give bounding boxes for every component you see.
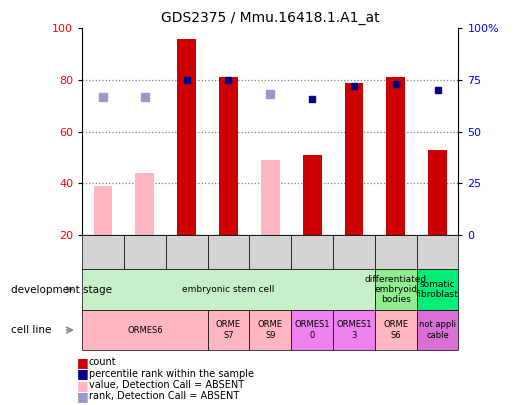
Text: differentiated
embryoid
bodies: differentiated embryoid bodies: [365, 275, 427, 305]
Text: embryonic stem cell: embryonic stem cell: [182, 285, 275, 294]
Text: ORMES1
0: ORMES1 0: [294, 320, 330, 340]
Text: ORMES1
3: ORMES1 3: [336, 320, 372, 340]
Bar: [303, 155, 322, 235]
Bar: [386, 77, 405, 235]
Text: somatic
fibroblast: somatic fibroblast: [416, 280, 459, 299]
Bar: [428, 150, 447, 235]
Text: ORMES6: ORMES6: [127, 326, 163, 335]
Text: ■: ■: [77, 356, 89, 369]
Text: ORME
S7: ORME S7: [216, 320, 241, 340]
Bar: [261, 160, 280, 235]
Bar: [344, 83, 364, 235]
Text: value, Detection Call = ABSENT: value, Detection Call = ABSENT: [89, 380, 244, 390]
Bar: [177, 38, 196, 235]
Text: rank, Detection Call = ABSENT: rank, Detection Call = ABSENT: [89, 392, 238, 401]
Text: ORME
S9: ORME S9: [258, 320, 283, 340]
Bar: [136, 173, 154, 235]
Text: not appli
cable: not appli cable: [419, 320, 456, 340]
Bar: [219, 77, 238, 235]
Text: ORME
S6: ORME S6: [383, 320, 408, 340]
Text: development stage: development stage: [11, 285, 112, 294]
Text: ■: ■: [77, 379, 89, 392]
Text: cell line: cell line: [11, 325, 51, 335]
Title: GDS2375 / Mmu.16418.1.A1_at: GDS2375 / Mmu.16418.1.A1_at: [161, 11, 379, 25]
Text: count: count: [89, 358, 116, 367]
Text: percentile rank within the sample: percentile rank within the sample: [89, 369, 253, 379]
Bar: [94, 186, 112, 235]
Text: ■: ■: [77, 390, 89, 403]
Text: ■: ■: [77, 367, 89, 380]
